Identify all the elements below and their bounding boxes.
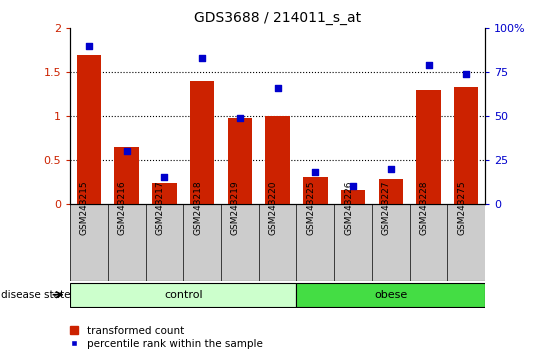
Text: GSM243226: GSM243226 <box>344 180 353 235</box>
Bar <box>416 90 441 204</box>
Bar <box>114 147 139 204</box>
Text: GSM243228: GSM243228 <box>419 180 429 235</box>
Text: GSM243216: GSM243216 <box>118 180 127 235</box>
Bar <box>303 177 328 204</box>
Bar <box>70 283 296 307</box>
Text: GSM243218: GSM243218 <box>193 180 202 235</box>
Point <box>386 166 395 171</box>
Point <box>160 175 169 180</box>
Legend: transformed count, percentile rank within the sample: transformed count, percentile rank withi… <box>70 326 262 349</box>
Bar <box>190 81 215 204</box>
Bar <box>227 118 252 204</box>
Point <box>424 62 433 68</box>
Point <box>85 43 93 48</box>
Text: control: control <box>164 290 203 300</box>
Bar <box>454 87 479 204</box>
Text: GSM243225: GSM243225 <box>306 180 315 235</box>
Title: GDS3688 / 214011_s_at: GDS3688 / 214011_s_at <box>194 11 361 24</box>
Text: obese: obese <box>374 290 407 300</box>
Bar <box>265 116 290 204</box>
Text: GSM243220: GSM243220 <box>268 180 278 235</box>
Point <box>311 169 320 175</box>
Text: GSM243275: GSM243275 <box>457 180 466 235</box>
Point <box>349 183 357 189</box>
Text: GSM243227: GSM243227 <box>382 180 391 235</box>
Text: disease state: disease state <box>1 290 70 300</box>
Text: GSM243219: GSM243219 <box>231 180 240 235</box>
Text: GSM243215: GSM243215 <box>80 180 89 235</box>
Bar <box>152 183 177 204</box>
Bar <box>296 283 485 307</box>
Bar <box>378 179 403 204</box>
Point <box>462 71 471 77</box>
Point <box>122 148 131 154</box>
Text: GSM243217: GSM243217 <box>155 180 164 235</box>
Point <box>198 55 206 61</box>
Bar <box>77 55 101 204</box>
Point <box>273 85 282 91</box>
Point <box>236 115 244 120</box>
Bar <box>341 190 365 204</box>
